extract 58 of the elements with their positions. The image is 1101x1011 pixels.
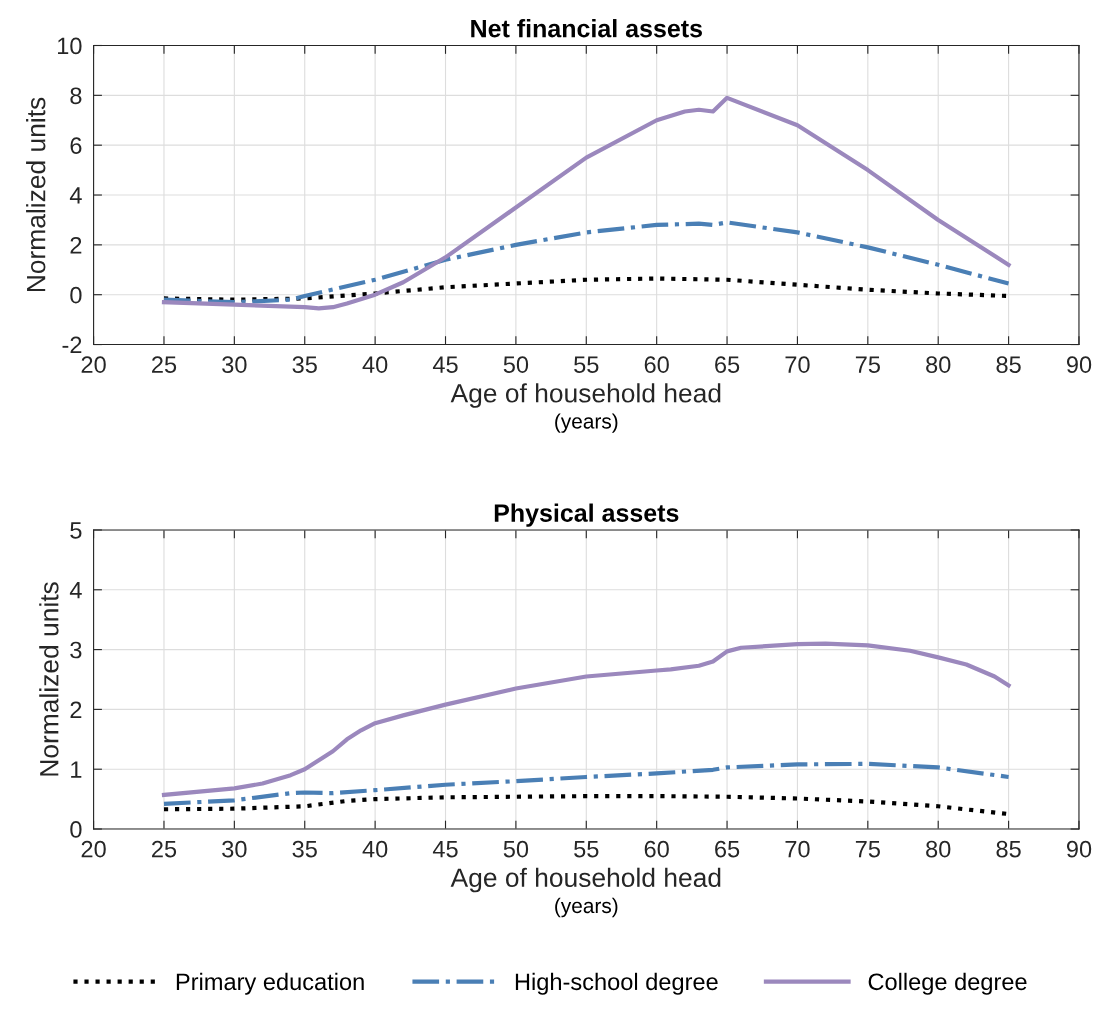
legend-label: High-school degree: [515, 972, 718, 995]
text: (years): [555, 413, 618, 433]
y-tick-label: 2: [70, 701, 82, 718]
x-tick-label: 80: [926, 356, 951, 373]
x-tick-label: 80: [926, 840, 951, 858]
legend-label: Primary education: [176, 972, 364, 995]
x-tick-label: 20: [81, 356, 106, 373]
x-tick-label: 25: [152, 356, 177, 373]
x-tick-label: 30: [222, 840, 247, 858]
y-tick-label: 6: [70, 137, 82, 154]
x-tick-label: 65: [715, 840, 740, 858]
x-tick-label: 70: [785, 356, 810, 373]
x-tick-label: 65: [715, 356, 740, 373]
y-tick-label: 8: [70, 87, 82, 105]
x-tick-label: 60: [644, 840, 669, 858]
y-tick-label: 10: [58, 37, 82, 55]
y-axis-title: Normalized units: [26, 97, 46, 292]
x-tick-label: 55: [574, 356, 599, 373]
chart-title: Net financial assets: [471, 19, 702, 38]
y-tick-label: 0: [70, 821, 82, 838]
legend-label: College degree: [868, 972, 1027, 995]
line-series: [161, 220, 1011, 305]
chart-title: Physical assets: [494, 503, 679, 527]
x-tick-label: 85: [996, 840, 1021, 858]
y-tick-label: -2: [62, 336, 82, 354]
x-tick-label: 85: [996, 356, 1021, 373]
x-tick-label: 90: [1066, 356, 1092, 373]
y-tick-label: 5: [70, 522, 82, 539]
y-tick-label: 2: [70, 236, 82, 254]
x-tick-label: 90: [1066, 840, 1092, 858]
x-tick-label: 75: [855, 356, 880, 373]
y-tick-label: 1: [71, 761, 82, 778]
x-tick-label: 60: [644, 356, 669, 373]
x-axis-title: Age of household head: [450, 383, 721, 408]
line-series: [161, 95, 1011, 311]
line-series: [161, 761, 1011, 806]
x-tick-label: 45: [432, 841, 458, 858]
x-tick-label: 30: [222, 356, 247, 373]
y-tick-label: 0: [70, 286, 82, 304]
x-tick-label: 20: [81, 840, 106, 858]
y-tick-label: 4: [69, 582, 82, 599]
x-tick-label: 25: [152, 840, 177, 858]
x-tick-label: 50: [503, 356, 529, 373]
x-tick-label: 35: [292, 840, 317, 858]
x-tick-label: 50: [503, 840, 529, 858]
x-tick-label: 40: [362, 840, 388, 858]
y-axis-title: Normalized units: [39, 582, 59, 776]
x-tick-label: 45: [432, 356, 458, 373]
x-tick-label: 75: [855, 841, 880, 858]
text: (years): [555, 897, 618, 918]
line-series: [161, 641, 1011, 798]
x-tick-label: 55: [574, 841, 599, 858]
x-tick-label: 35: [292, 356, 317, 373]
y-tick-label: 3: [70, 641, 82, 659]
x-tick-label: 70: [785, 840, 810, 858]
x-tick-label: 40: [362, 356, 388, 373]
x-axis-title: Age of household head: [450, 867, 721, 893]
y-tick-label: 4: [69, 187, 82, 204]
